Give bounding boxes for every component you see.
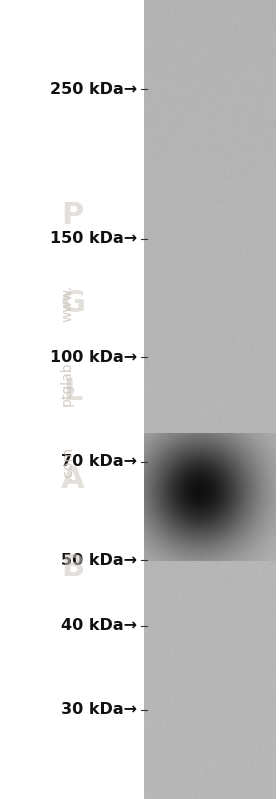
Text: 100 kDa→: 100 kDa→ bbox=[50, 350, 137, 365]
Text: 250 kDa→: 250 kDa→ bbox=[50, 81, 137, 97]
Text: 70 kDa→: 70 kDa→ bbox=[61, 455, 137, 469]
Text: 150 kDa→: 150 kDa→ bbox=[50, 231, 137, 246]
Text: B: B bbox=[61, 553, 84, 582]
Text: P: P bbox=[62, 201, 84, 230]
Text: 30 kDa→: 30 kDa→ bbox=[61, 702, 137, 718]
Text: ptglab: ptglab bbox=[60, 361, 74, 406]
Text: www.: www. bbox=[60, 285, 74, 322]
Bar bbox=[276, 0, 280, 799]
Text: L: L bbox=[63, 377, 83, 406]
Text: A: A bbox=[61, 465, 85, 494]
Text: G: G bbox=[60, 289, 85, 318]
Text: .com: .com bbox=[60, 447, 74, 480]
Text: 40 kDa→: 40 kDa→ bbox=[61, 618, 137, 633]
Text: 50 kDa→: 50 kDa→ bbox=[61, 553, 137, 568]
